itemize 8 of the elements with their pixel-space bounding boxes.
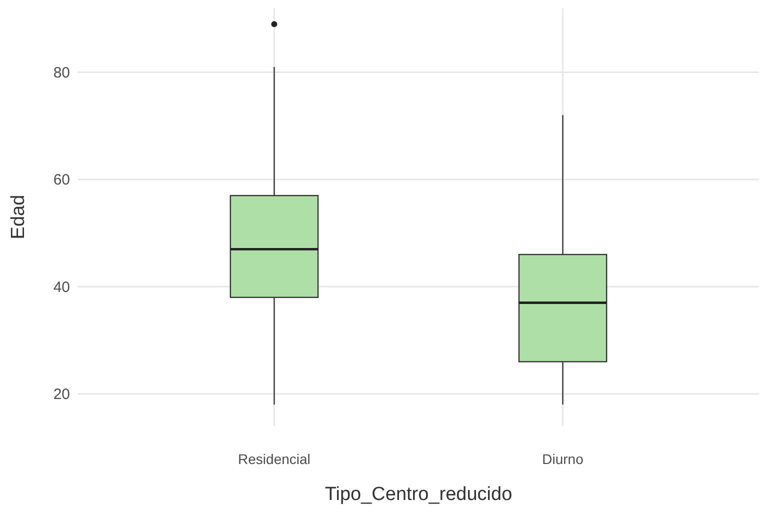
- x-tick-label: Diurno: [542, 451, 584, 467]
- x-tick-label: Residencial: [238, 451, 310, 467]
- x-axis-title: Tipo_Centro_reducido: [324, 484, 512, 505]
- y-tick-label: 80: [53, 64, 70, 82]
- y-axis-title: Edad: [8, 194, 29, 240]
- y-tick-label: 40: [53, 278, 70, 296]
- y-tick-label: 20: [53, 386, 70, 404]
- y-tick-label: 60: [53, 172, 70, 189]
